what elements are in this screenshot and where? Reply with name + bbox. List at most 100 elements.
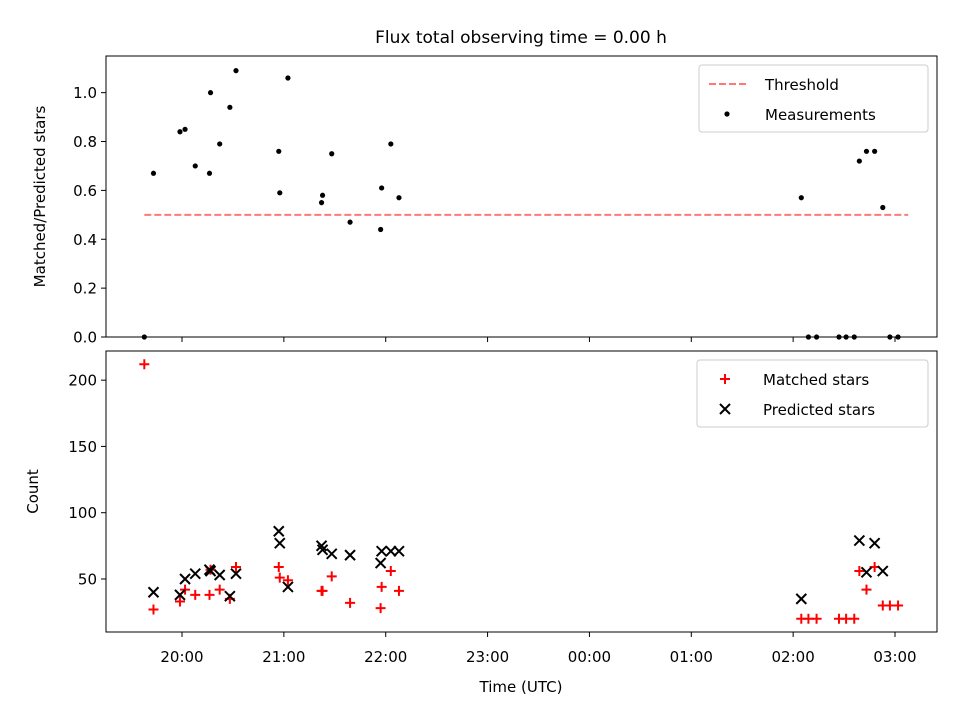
- data-point: [893, 600, 904, 611]
- top-panel: 0.0 0.2 0.4 0.6 0.8 1.0 Matched/Predicted star…: [31, 55, 938, 347]
- legend-box: [696, 359, 929, 428]
- data-point: [860, 566, 873, 579]
- y-tick-label: 0.8: [73, 133, 97, 151]
- data-point: [385, 566, 396, 577]
- chart-title: Flux total observing time = 0.00 h: [375, 28, 667, 48]
- data-point: [139, 359, 150, 370]
- data-point: [861, 584, 872, 595]
- plot-frame: [105, 55, 938, 338]
- data-point: [285, 75, 291, 81]
- data-point: [396, 195, 402, 201]
- legend: Threshold Measurements: [698, 64, 929, 133]
- legend-marker: [720, 374, 730, 384]
- data-point: [214, 584, 225, 595]
- x-tick-label: 01:00: [670, 648, 713, 666]
- x-tick-label: 20:00: [160, 648, 203, 666]
- x-axis-label: Time (UTC): [479, 678, 563, 696]
- x-tick-label: 23:00: [466, 648, 509, 666]
- data-point: [872, 148, 878, 154]
- plot-frame: [105, 350, 938, 633]
- legend-label: Predicted stars: [763, 401, 875, 419]
- y-axis-label: Matched/Predicted stars: [31, 106, 49, 288]
- data-point: [863, 148, 870, 154]
- data-point: [274, 537, 286, 549]
- data-point: [206, 170, 213, 176]
- data-point: [230, 562, 241, 573]
- data-point: [277, 190, 283, 196]
- data-point: [393, 585, 404, 596]
- data-point: [189, 567, 201, 580]
- data-point: [345, 597, 356, 608]
- y-tick-label: 0.2: [73, 280, 97, 298]
- data-point: [273, 525, 285, 537]
- legend-marker: [724, 111, 730, 117]
- data-point: [174, 596, 185, 607]
- legend: Matched stars Predicted stars: [696, 359, 929, 428]
- data-point: [182, 126, 188, 132]
- data-point: [233, 68, 239, 74]
- data-point: [798, 195, 804, 201]
- data-point: [318, 200, 325, 206]
- y-tick-label: 200: [68, 372, 97, 390]
- data-point: [856, 158, 862, 164]
- data-point: [230, 567, 242, 580]
- data-point: [811, 613, 822, 624]
- data-point: [174, 589, 186, 601]
- data-point: [177, 129, 183, 135]
- data-point: [375, 603, 386, 614]
- data-point: [385, 545, 397, 557]
- bottom-panel: 50 100 150 200 20:00 21:00 22:00 23:00 00:00 01:0…: [24, 350, 938, 666]
- legend-label: Threshold: [764, 76, 839, 94]
- data-point: [273, 562, 284, 573]
- data-point: [326, 548, 338, 560]
- data-point: [326, 571, 337, 582]
- data-point: [393, 545, 405, 557]
- data-point: [347, 219, 353, 225]
- data-point: [854, 566, 865, 577]
- y-tick-label: 1.0: [73, 84, 97, 102]
- y-tick-label: 0.0: [73, 329, 97, 347]
- data-point: [316, 544, 329, 556]
- data-point: [319, 192, 326, 198]
- data-point: [227, 104, 233, 110]
- x-tick-label: 21:00: [262, 648, 305, 666]
- y-tick-label: 150: [68, 438, 97, 456]
- x-tick-label: 03:00: [873, 648, 916, 666]
- legend-box: [698, 64, 929, 133]
- y-axis-label: Count: [24, 469, 42, 514]
- x-tick-label: 02:00: [772, 648, 815, 666]
- data-point: [868, 537, 881, 549]
- data-point: [880, 204, 886, 211]
- data-point: [877, 565, 889, 577]
- legend-label: Measurements: [765, 106, 876, 124]
- y-tick-label: 0.4: [73, 231, 97, 249]
- data-point: [849, 613, 860, 624]
- data-point: [204, 589, 215, 600]
- data-point: [376, 581, 387, 592]
- data-point: [282, 575, 293, 586]
- data-point: [150, 170, 157, 176]
- data-point: [379, 185, 385, 191]
- data-point: [374, 557, 387, 569]
- data-point: [378, 226, 384, 233]
- data-point: [192, 163, 198, 169]
- data-point: [213, 569, 226, 581]
- data-point: [853, 534, 866, 547]
- data-point: [224, 590, 236, 602]
- y-tick-label: 100: [68, 504, 97, 522]
- data-point: [190, 589, 201, 600]
- y-tick-label: 0.6: [73, 182, 97, 200]
- data-point: [329, 151, 335, 157]
- data-point: [282, 581, 294, 593]
- y-tick-label: 50: [78, 570, 97, 588]
- data-point: [375, 545, 388, 557]
- legend-marker: [719, 403, 731, 415]
- data-point: [274, 572, 285, 583]
- data-point: [388, 141, 394, 147]
- legend-label: Matched stars: [763, 371, 869, 389]
- data-point: [148, 604, 159, 615]
- data-point: [317, 585, 328, 596]
- x-tick-label: 00:00: [568, 648, 611, 666]
- data-point: [179, 573, 191, 585]
